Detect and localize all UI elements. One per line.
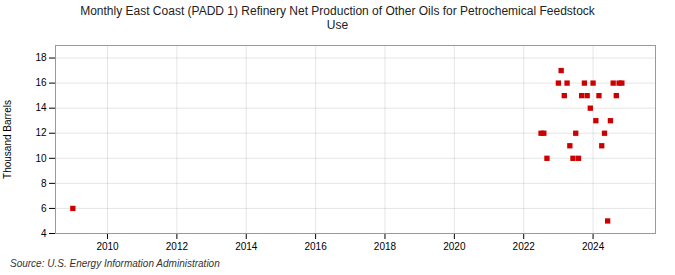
svg-text:2018: 2018 [374,240,397,251]
svg-text:2024: 2024 [582,240,605,251]
svg-text:2020: 2020 [443,240,466,251]
svg-text:18: 18 [35,52,47,63]
svg-text:2010: 2010 [96,240,119,251]
svg-text:4: 4 [41,227,47,238]
svg-text:6: 6 [41,202,47,213]
svg-text:12: 12 [35,127,47,138]
svg-text:2016: 2016 [304,240,327,251]
svg-text:8: 8 [41,177,47,188]
svg-text:2022: 2022 [513,240,536,251]
svg-text:2012: 2012 [166,240,189,251]
html-text:Source: U.S. Energy Informatio: Source: U.S. Energy Information Administ… [10,257,220,269]
svg-text:2014: 2014 [235,240,258,251]
svg-text:Thousand Barrels: Thousand Barrels [2,100,13,179]
svg-text:16: 16 [35,77,47,88]
svg-text:14: 14 [35,102,47,113]
html-text:Monthly East Coast (PADD 1) Re: Monthly East Coast (PADD 1) Refinery Net… [80,4,595,33]
svg-text:10: 10 [35,152,47,163]
